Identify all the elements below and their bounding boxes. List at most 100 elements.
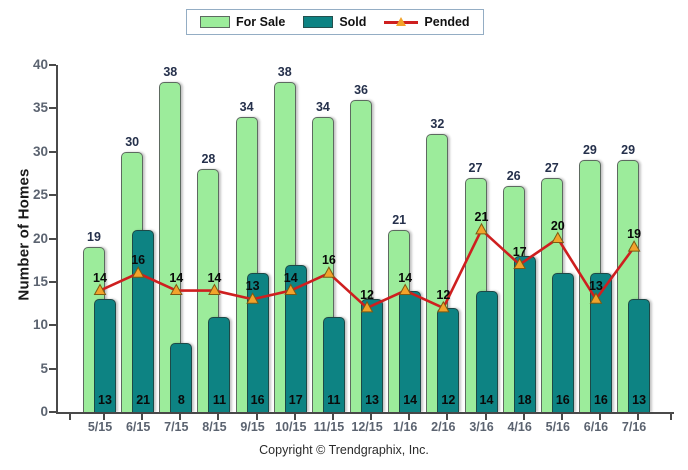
y-axis-line [56,65,58,414]
pended-value-label: 13 [245,279,260,294]
y-tick-label: 5 [40,360,48,376]
pended-value-label: 16 [131,253,146,268]
sold-bar [246,273,269,412]
sold-value-label: 13 [98,393,112,407]
y-tick [49,280,56,283]
sold-value-label: 11 [212,393,227,407]
sold-value-label: 13 [365,393,379,407]
copyright-text: Copyright © Trendgraphix, Inc. [259,443,429,457]
for-sale-swatch-icon [200,16,230,28]
sold-bar [551,273,574,412]
y-tick [49,194,56,197]
legend-item-for-sale: For Sale [200,15,285,29]
y-tick [49,107,56,110]
x-tick [370,414,373,420]
y-tick [49,150,56,153]
for-sale-value-label: 28 [201,152,216,167]
pended-value-label: 12 [360,287,374,302]
legend-label-pended: Pended [424,15,470,29]
sold-bar [284,264,307,412]
x-tick [598,414,601,420]
sold-value-label: 16 [555,393,570,407]
pended-value-label: 13 [588,279,603,294]
for-sale-value-label: 38 [277,65,292,80]
sold-bar [170,342,193,412]
x-tick-label: 10/15 [275,420,307,434]
sold-value-label: 13 [632,393,647,407]
for-sale-value-label: 27 [544,160,559,175]
pended-value-label: 14 [398,270,413,285]
x-axis-end-tick [69,414,71,420]
for-sale-value-label: 27 [468,160,483,175]
x-tick [103,414,105,420]
sold-value-label: 21 [136,393,151,407]
sold-swatch-icon [303,16,334,28]
x-axis-end-tick [670,414,672,420]
for-sale-value-label: 19 [87,230,101,245]
x-tick [522,414,525,420]
x-tick-label: 4/16 [507,420,532,434]
y-tick [49,367,56,370]
x-tick [293,414,296,420]
sold-bar [589,273,612,412]
legend-label-sold: Sold [339,15,367,29]
x-tick [484,414,487,420]
pended-value-label: 14 [207,270,222,285]
sold-value-label: 14 [403,393,418,407]
x-tick-label: 12/15 [351,420,383,434]
y-tick-label: 20 [32,230,48,246]
pended-value-label: 14 [283,270,298,285]
x-tick-label: 2/16 [431,420,456,434]
sold-value-label: 17 [288,393,303,407]
x-tick-label: 1/16 [393,420,418,434]
pended-value-label: 21 [474,209,489,224]
for-sale-value-label: 36 [354,82,368,97]
x-tick-label: 8/15 [202,420,227,434]
legend-label-for-sale: For Sale [236,15,286,29]
y-tick [49,411,56,413]
y-tick-label: 35 [32,100,48,116]
x-tick-label: 7/15 [164,420,189,434]
x-tick [179,414,182,420]
x-tick [560,414,563,420]
sold-value-label: 11 [327,393,341,407]
sold-bar [208,316,231,412]
for-sale-value-label: 26 [506,169,521,184]
x-tick [217,414,220,420]
x-tick-label: 6/16 [583,420,609,434]
x-tick-label: 6/15 [125,420,151,434]
for-sale-value-label: 34 [315,100,330,115]
x-tick-label: 5/15 [87,420,113,434]
sold-value-label: 12 [441,393,456,407]
x-tick [331,414,334,420]
y-tick-label: 15 [32,273,48,289]
x-tick [446,414,449,420]
x-tick-label: 11/15 [313,420,345,434]
y-tick-label: 25 [32,187,48,203]
pended-value-label: 16 [321,253,336,268]
legend-item-sold: Sold [303,15,366,29]
sold-bar [513,255,536,412]
x-tick [141,414,144,420]
pended-line-marker-icon [384,16,419,28]
pended-value-label: 14 [169,270,184,285]
pended-value-label: 17 [512,244,527,259]
x-tick [255,414,258,420]
sold-value-label: 14 [479,393,494,407]
x-tick-label: 9/15 [240,420,265,434]
pended-value-label: 14 [93,270,107,285]
for-sale-value-label: 38 [163,65,178,80]
for-sale-value-label: 21 [392,212,407,227]
y-tick [49,64,56,66]
for-sale-value-label: 34 [239,100,254,115]
x-tick [408,414,411,420]
sold-bar [628,299,651,412]
sold-value-label: 8 [177,393,185,407]
x-tick-label: 7/16 [621,420,647,434]
for-sale-value-label: 29 [621,143,636,158]
y-tick [49,237,56,240]
pended-value-label: 12 [436,287,451,302]
for-sale-value-label: 32 [430,117,445,132]
pended-value-label: 19 [627,227,642,242]
